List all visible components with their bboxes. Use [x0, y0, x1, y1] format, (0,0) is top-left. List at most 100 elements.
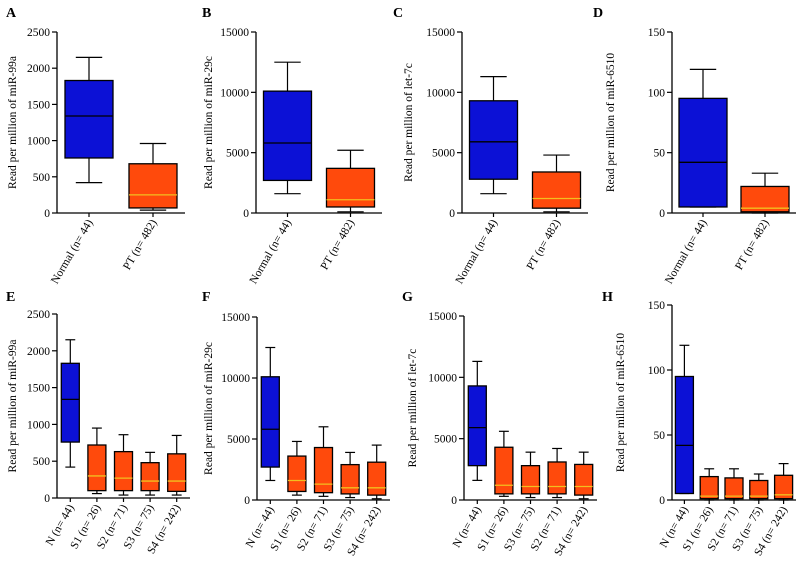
y-axis-label: Read per million of miR-99a	[7, 340, 19, 473]
y-tick-label: 0	[659, 208, 665, 220]
y-tick-label: 10000	[220, 87, 249, 99]
y-tick-label: 0	[451, 495, 457, 507]
box-iqr	[313, 446, 334, 494]
panel-e: E Read per million of miR-99a 0 500 1000 1500…	[6, 290, 190, 556]
y-tick-label: 100	[648, 87, 666, 99]
y-axis-label: Read per million of miR-29c	[203, 56, 215, 189]
y-tick-label: 50	[654, 430, 666, 442]
box-iqr	[140, 462, 160, 492]
y-tick-label: 500	[33, 456, 51, 468]
panel-label: D	[593, 6, 603, 21]
box-iqr	[724, 477, 744, 500]
box-plot	[740, 172, 790, 214]
x-category-label: Normal (n= 44)	[454, 217, 501, 286]
x-category-label: PT (n= 482)	[319, 217, 358, 272]
y-tick-label: 10000	[426, 87, 455, 99]
box-plot	[313, 426, 334, 497]
y-tick-label: 2000	[27, 346, 50, 358]
panel-label: E	[6, 290, 15, 305]
y-tick-label: 5000	[434, 434, 457, 446]
box-plot	[494, 430, 514, 497]
panel-label: F	[202, 290, 211, 305]
y-tick-label: 1500	[27, 99, 50, 111]
y-tick-label: 0	[243, 208, 249, 220]
box-plot	[520, 451, 541, 499]
box-iqr	[574, 463, 594, 496]
box-iqr	[128, 163, 178, 209]
y-tick-label: 2000	[27, 63, 50, 75]
box-plot	[749, 473, 769, 501]
box-plot	[574, 451, 594, 500]
box-plot	[340, 451, 360, 499]
box-plot	[287, 440, 307, 496]
y-tick-label: 0	[449, 208, 455, 220]
y-axis-label: Read per million of miR-29c	[203, 342, 215, 475]
panel-label: H	[602, 290, 613, 305]
box-iqr	[773, 474, 794, 500]
y-tick-label: 2500	[27, 27, 50, 39]
x-category-label: Normal (n= 44)	[663, 217, 710, 286]
y-tick-label: 100	[648, 365, 666, 377]
panel-a: A Read per million of miR-99a 0 500 1000 1500…	[6, 6, 185, 286]
y-tick-label: 5000	[227, 434, 250, 446]
panel-label: B	[202, 6, 211, 21]
box-plot	[773, 463, 794, 501]
box-iqr	[467, 385, 487, 467]
panel-b: B Read per million of miR-29c 0 5000 10000 15…	[202, 6, 382, 286]
box-iqr	[113, 450, 134, 492]
box-plot	[325, 149, 376, 213]
y-axis-label: Read per million of miR-99a	[7, 56, 19, 189]
x-category-label: PT (n= 482)	[121, 217, 160, 272]
y-tick-label: 10000	[428, 372, 457, 384]
box-iqr	[468, 100, 519, 180]
y-tick-label: 150	[648, 300, 666, 312]
x-category-label: Normal (n= 44)	[49, 217, 96, 286]
box-iqr	[494, 446, 514, 495]
y-axis-label: Read per million of miR-6510	[615, 333, 627, 473]
box-iqr	[367, 461, 387, 496]
x-category-label: PT (n= 482)	[525, 217, 564, 272]
box-plot	[674, 344, 695, 495]
box-plot	[367, 444, 387, 500]
y-tick-label: 150	[648, 27, 666, 39]
y-tick-label: 500	[33, 172, 51, 184]
box-iqr	[87, 444, 107, 492]
box-plot	[699, 468, 719, 501]
panel-d: D Read per million of miR-6510 0 50 100 150 No…	[593, 6, 796, 286]
box-plot	[724, 468, 744, 501]
y-tick-label: 2500	[27, 309, 50, 321]
panel-f: F Read per million of miR-29c 0 5000 10000 15…	[202, 290, 390, 558]
box-iqr	[60, 362, 80, 443]
y-axis-label: Read per million of let-7c	[403, 63, 415, 182]
box-iqr	[260, 376, 280, 468]
box-plot	[64, 56, 114, 184]
y-tick-label: 1500	[27, 383, 50, 395]
panel-label: G	[402, 290, 413, 305]
y-tick-label: 0	[44, 208, 50, 220]
box-plot	[140, 451, 160, 496]
box-iqr	[547, 461, 567, 495]
y-axis-label: Read per million of miR-6510	[605, 53, 617, 193]
y-tick-label: 50	[654, 148, 666, 160]
box-iqr	[678, 97, 728, 208]
y-tick-label: 1000	[27, 419, 50, 431]
box-iqr	[64, 79, 114, 159]
panel-c: C Read per million of let-7c 0 5000 10000 150…	[393, 6, 588, 286]
box-iqr	[674, 375, 695, 495]
box-iqr	[749, 479, 769, 500]
box-plot	[531, 154, 582, 213]
y-tick-label: 1000	[27, 136, 50, 148]
box-iqr	[699, 475, 719, 500]
box-iqr	[287, 455, 307, 493]
x-category-label: Normal (n= 44)	[248, 217, 295, 286]
y-tick-label: 0	[44, 493, 50, 505]
panel-label: C	[393, 6, 403, 21]
box-iqr	[167, 453, 187, 493]
box-iqr	[340, 463, 360, 495]
box-plot	[262, 61, 313, 195]
y-tick-label: 5000	[432, 148, 455, 160]
box-plot	[468, 76, 519, 195]
box-plot	[260, 346, 280, 482]
